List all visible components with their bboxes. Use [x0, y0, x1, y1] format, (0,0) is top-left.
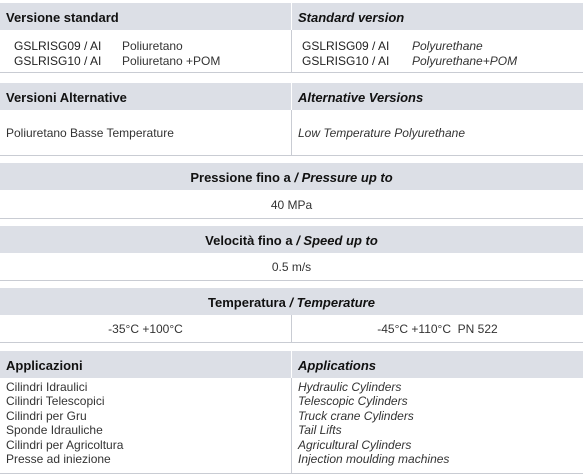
list-item: Hydraulic Cylinders — [298, 380, 402, 394]
material-it: Poliuretano +POM — [122, 54, 221, 68]
material-en: Polyurethane — [412, 39, 483, 53]
divider — [0, 218, 583, 219]
applications-list-en: Hydraulic Cylinders Telescopic Cylinders… — [298, 380, 449, 466]
speed-header-bar — [0, 226, 583, 253]
divider — [291, 351, 292, 378]
divider — [291, 378, 292, 473]
list-item: Injection moulding machines — [298, 452, 450, 467]
applications-list-it: Cilindri Idraulici Cilindri Telescopici … — [6, 380, 123, 466]
alternative-header-it: Versioni Alternative — [6, 90, 127, 105]
list-item: Cilindri Idraulici — [6, 380, 88, 394]
speed-label-en: / Speed up to — [296, 233, 378, 248]
pressure-header-bar — [0, 163, 583, 190]
standard-header-en: Standard version — [298, 10, 405, 25]
temperature-label: Temperatura / Temperature — [0, 295, 583, 310]
temperature-value-alternative: -45°C +110°C PN 522 — [377, 322, 498, 336]
material-en: Polyurethane+POM — [412, 54, 518, 68]
temperature-header-bar — [0, 288, 583, 315]
standard-header-it: Versione standard — [6, 10, 119, 25]
alternative-value-en: Low Temperature Polyurethane — [298, 126, 465, 140]
code-gslrisg09-en: GSLRISG09 / AI — [302, 39, 390, 53]
temperature-label-it: Temperatura — [208, 295, 290, 310]
code-gslrisg09-it: GSLRISG09 / AI — [14, 39, 102, 53]
pressure-value: 40 MPa — [270, 198, 313, 212]
divider — [0, 473, 583, 474]
divider — [0, 72, 583, 73]
pressure-label-it: Pressione fino a — [190, 170, 295, 185]
list-item: Cilindri per Agricoltura — [6, 437, 124, 452]
list-item: Presse ad iniezione — [6, 452, 111, 467]
list-item: Telescopic Cylinders — [298, 394, 408, 409]
pressure-label-en: / Pressure up to — [294, 170, 393, 185]
code-gslrisg10-en: GSLRISG10 / AI — [302, 54, 390, 68]
divider — [291, 110, 292, 155]
divider — [0, 155, 583, 156]
applications-header-en: Applications — [298, 358, 377, 373]
list-item: Agricultural Cylinders — [298, 437, 412, 452]
speed-label-it: Velocità fino a — [205, 233, 297, 248]
divider — [0, 342, 583, 343]
list-item: Cilindri per Gru — [6, 408, 87, 423]
applications-header-it: Applicazioni — [6, 358, 83, 373]
alternative-value-it: Poliuretano Basse Temperature — [6, 126, 174, 140]
speed-label: Velocità fino a / Speed up to — [0, 233, 583, 248]
code-gslrisg10-it: GSLRISG10 / AI — [14, 54, 102, 68]
divider — [291, 3, 292, 30]
divider — [0, 280, 583, 281]
pressure-label: Pressione fino a / Pressure up to — [0, 170, 583, 185]
temperature-label-en: / Temperature — [289, 295, 375, 310]
temperature-value-standard: -35°C +100°C — [108, 322, 183, 336]
alternative-header-en: Alternative Versions — [298, 90, 424, 105]
material-it: Poliuretano — [122, 39, 183, 53]
divider — [291, 30, 292, 72]
list-item: Cilindri Telescopici — [6, 394, 105, 409]
list-item: Tail Lifts — [298, 423, 342, 438]
list-item: Sponde Idrauliche — [6, 423, 103, 438]
divider — [291, 315, 292, 342]
speed-value: 0.5 m/s — [271, 260, 312, 274]
list-item: Truck crane Cylinders — [298, 408, 414, 423]
divider — [291, 83, 292, 110]
